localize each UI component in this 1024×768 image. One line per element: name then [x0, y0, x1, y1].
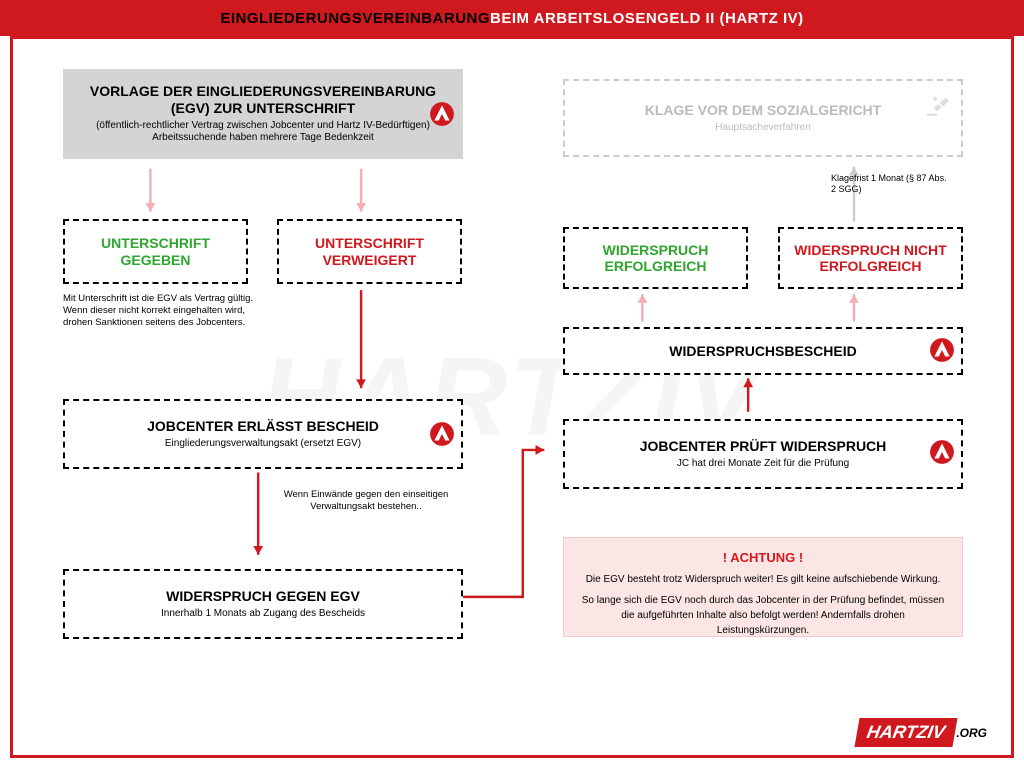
header-part2: BEIM ARBEITSLOSENGELD II (HARTZ IV) — [490, 10, 804, 27]
box-klage-sozialgericht: KLAGE VOR DEM SOZIALGERICHT Hauptsacheve… — [563, 79, 963, 157]
canvas: HARTZIV VORLAGE DER EINGLIEDERUNGSVEREIN… — [23, 39, 1001, 755]
box-klage-sub: Hauptsacheverfahren — [715, 122, 811, 135]
note-klagefrist: Klagefrist 1 Monat (§ 87 Abs. 2 SGG) — [831, 173, 951, 196]
warning-box: ! ACHTUNG ! Die EGV besteht trotz Widers… — [563, 537, 963, 637]
box-unterschrift-gegeben: UNTERSCHRIFT GEGEBEN — [63, 219, 248, 284]
box-widerspruch-erfolgreich: WIDERSPRUCH ERFOLGREICH — [563, 227, 748, 289]
warning-line1: Die EGV besteht trotz Widerspruch weiter… — [580, 572, 946, 587]
brand-logo: HARTZIV .ORG — [857, 718, 987, 747]
box-vorlage-title: VORLAGE DER EINGLIEDERUNGSVEREINBARUNG (… — [73, 83, 453, 115]
box-widerspruch-egv: WIDERSPRUCH GEGEN EGV Innerhalb 1 Monats… — [63, 569, 463, 639]
logo-main: HARTZIV — [854, 718, 957, 747]
warning-line2: So lange sich die EGV noch durch das Job… — [580, 593, 946, 638]
box-erfolg-title: WIDERSPRUCH ERFOLGREICH — [575, 242, 736, 274]
box-klage-title: KLAGE VOR DEM SOZIALGERICHT — [645, 102, 881, 118]
box-widerspruch-title: WIDERSPRUCH GEGEN EGV — [166, 588, 360, 604]
note-gegeben: Mit Unterschrift ist die EGV als Vertrag… — [63, 293, 273, 329]
gavel-icon — [925, 91, 951, 122]
box-pruefung-title: JOBCENTER PRÜFT WIDERSPRUCH — [640, 438, 887, 454]
box-jobcenter-bescheid: JOBCENTER ERLÄSST BESCHEID Eingliederung… — [63, 399, 463, 469]
box-vorlage: VORLAGE DER EINGLIEDERUNGSVEREINBARUNG (… — [63, 69, 463, 159]
box-verweigert-title: UNTERSCHRIFT VERWEIGERT — [289, 235, 450, 267]
box-bescheid-sub: Eingliederungsverwaltungsakt (ersetzt EG… — [165, 438, 361, 451]
agency-icon — [929, 337, 955, 363]
box-widerspruch-sub: Innerhalb 1 Monats ab Zugang des Beschei… — [161, 608, 365, 621]
box-widerspruch-nicht-erfolgreich: WIDERSPRUCH NICHT ERFOLGREICH — [778, 227, 963, 289]
agency-icon — [429, 101, 455, 127]
warning-title: ! ACHTUNG ! — [580, 548, 946, 568]
box-vorlage-sub: (öffentlich-rechtlicher Vertrag zwischen… — [73, 120, 453, 145]
box-gegeben-title: UNTERSCHRIFT GEGEBEN — [75, 235, 236, 267]
header-part1: EINGLIEDERUNGSVEREINBARUNG — [220, 10, 490, 27]
logo-suffix: .ORG — [956, 726, 987, 740]
box-widerspruchsbescheid: WIDERSPRUCHSBESCHEID — [563, 327, 963, 375]
agency-icon — [929, 439, 955, 465]
note-bescheid: Wenn Einwände gegen den einseitigen Verw… — [281, 489, 451, 513]
header-banner: EINGLIEDERUNGSVEREINBARUNG BEIM ARBEITSL… — [0, 0, 1024, 36]
box-unterschrift-verweigert: UNTERSCHRIFT VERWEIGERT — [277, 219, 462, 284]
box-wsbescheid-title: WIDERSPRUCHSBESCHEID — [669, 343, 856, 359]
box-nichterfolg-title: WIDERSPRUCH NICHT ERFOLGREICH — [790, 242, 951, 274]
main-frame: HARTZIV VORLAGE DER EINGLIEDERUNGSVEREIN… — [10, 36, 1014, 758]
box-bescheid-title: JOBCENTER ERLÄSST BESCHEID — [147, 418, 379, 434]
agency-icon — [429, 421, 455, 447]
box-pruefung-sub: JC hat drei Monate Zeit für die Prüfung — [677, 458, 849, 471]
box-jobcenter-prueft: JOBCENTER PRÜFT WIDERSPRUCH JC hat drei … — [563, 419, 963, 489]
